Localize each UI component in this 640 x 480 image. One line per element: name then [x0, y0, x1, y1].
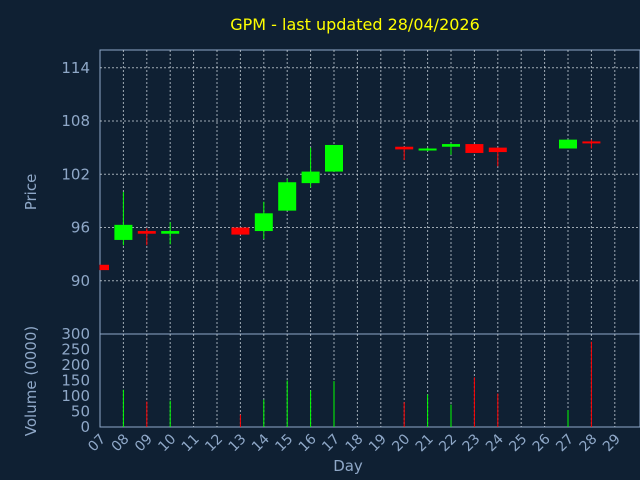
- x-tick-label: 11: [179, 431, 203, 455]
- price-panel: 114 108 102 96 90: [61, 49, 640, 335]
- x-tick-label: 22: [436, 431, 460, 455]
- chart-title: GPM - last updated 28/04/2026: [230, 15, 480, 34]
- candle-body: [301, 171, 320, 184]
- x-tick-label: 25: [506, 431, 530, 455]
- candle-body: [465, 144, 484, 153]
- volume-tick-label: 50: [71, 403, 90, 421]
- volume-tick-label: 300: [61, 325, 90, 343]
- x-tick-label: 17: [319, 431, 343, 455]
- volume-tick-label: 100: [61, 387, 90, 405]
- candle-body: [114, 224, 133, 240]
- candle-body: [325, 144, 343, 172]
- candle-body: [254, 213, 273, 232]
- x-tick-label: 16: [296, 431, 320, 455]
- candle-body: [488, 147, 507, 153]
- candle-body: [559, 139, 577, 149]
- volume-tick-label: 150: [61, 372, 90, 390]
- x-tick-label: 28: [577, 431, 601, 455]
- volume-tick-label: 0: [80, 418, 90, 436]
- price-tick-label: 96: [71, 219, 90, 237]
- candle-body: [100, 264, 109, 271]
- x-tick-label: 27: [553, 431, 577, 455]
- x-tick-label: 15: [272, 431, 296, 455]
- x-axis: 07 08 09 10 11 12 13 14 15 16 17 18 19 20 21 22 23 24 25 26…: [85, 431, 624, 455]
- x-tick-label: 08: [109, 431, 133, 455]
- x-tick-label: 09: [132, 431, 156, 455]
- volume-tick-label: 250: [61, 341, 90, 359]
- price-axis-label: Price: [22, 174, 40, 211]
- price-tick-label: 108: [61, 112, 90, 130]
- x-tick-label: 26: [530, 431, 554, 455]
- volume-plot-frame: [99, 333, 640, 428]
- price-plot-frame: [99, 49, 640, 335]
- x-axis-label: Day: [333, 457, 363, 475]
- x-tick-label: 29: [600, 431, 624, 455]
- x-tick-label: 12: [202, 431, 226, 455]
- candle-body: [231, 227, 250, 235]
- volume-axis-label: Volume (0000): [22, 326, 40, 436]
- candle-body: [161, 231, 180, 234]
- x-tick-label: 23: [460, 431, 484, 455]
- candle-body: [418, 148, 437, 151]
- x-tick-label: 13: [226, 431, 250, 455]
- x-tick-label: 21: [413, 431, 437, 455]
- x-tick-label: 10: [155, 431, 179, 455]
- x-tick-label: 24: [483, 431, 507, 455]
- x-tick-label: 18: [343, 431, 367, 455]
- price-tick-label: 90: [71, 272, 90, 290]
- candle-body: [137, 231, 156, 234]
- candle-body: [395, 146, 414, 150]
- volume-tick-label: 200: [61, 356, 90, 374]
- candle-body: [442, 144, 460, 147]
- x-tick-label: 19: [366, 431, 390, 455]
- price-tick-label: 114: [61, 59, 90, 77]
- candle-body: [278, 182, 297, 211]
- price-tick-label: 102: [61, 165, 90, 183]
- x-tick-label: 20: [389, 431, 413, 455]
- candle-body: [582, 141, 601, 144]
- x-tick-label: 14: [249, 431, 273, 455]
